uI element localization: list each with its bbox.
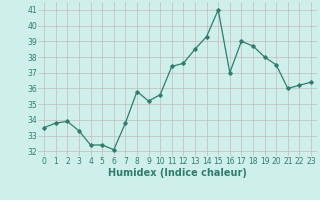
X-axis label: Humidex (Indice chaleur): Humidex (Indice chaleur) (108, 168, 247, 178)
